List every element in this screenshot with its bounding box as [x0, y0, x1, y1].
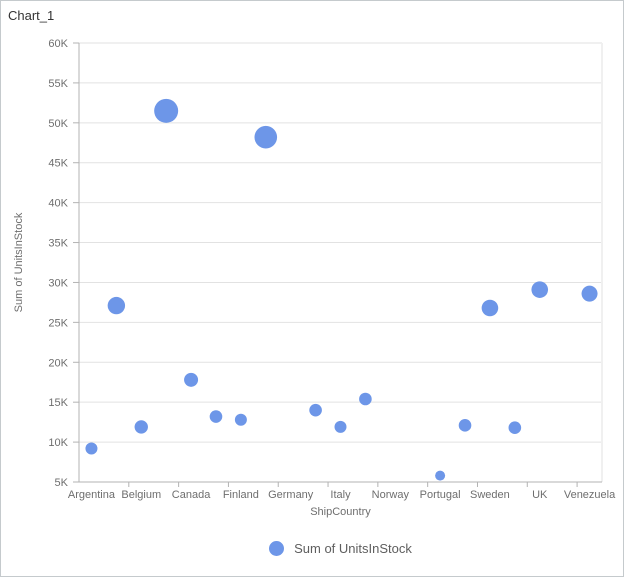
bubble-point[interactable]	[184, 372, 199, 387]
bubble-point[interactable]	[435, 470, 446, 481]
bubble-point[interactable]	[508, 421, 522, 435]
y-tick-label: 15K	[48, 397, 68, 409]
bubble-point[interactable]	[134, 420, 148, 434]
bubble-point[interactable]	[309, 403, 322, 417]
y-tick-label: 10K	[48, 437, 68, 449]
bubble-point[interactable]	[581, 285, 598, 302]
bubble-point[interactable]	[531, 281, 549, 298]
y-axis-title: Sum of UnitsInStock	[13, 212, 25, 312]
x-category-label: Canada	[172, 489, 211, 501]
legend: Sum of UnitsInStock	[79, 538, 602, 558]
x-category-label: Venezuela	[564, 489, 616, 501]
bubble-point[interactable]	[209, 410, 223, 423]
bubble-point[interactable]	[107, 296, 126, 315]
x-category-label: Norway	[372, 489, 410, 501]
bubble-point[interactable]	[458, 419, 472, 432]
x-category-label: Sweden	[470, 489, 510, 501]
x-category-label: Germany	[268, 489, 314, 501]
y-tick-label: 50K	[48, 118, 68, 130]
y-tick-label: 5K	[55, 477, 69, 489]
x-axis-title: ShipCountry	[310, 506, 371, 518]
y-tick-label: 55K	[48, 78, 68, 90]
legend-label: Sum of UnitsInStock	[294, 540, 412, 556]
bubble-point[interactable]	[359, 392, 372, 406]
bubble-point[interactable]	[481, 299, 499, 317]
y-tick-label: 20K	[48, 357, 68, 369]
y-tick-label: 30K	[48, 277, 68, 289]
bubble-point[interactable]	[85, 442, 98, 455]
x-category-label: Finland	[223, 489, 259, 501]
x-category-label: Italy	[330, 489, 351, 501]
legend-bubble-icon	[269, 540, 285, 556]
x-category-label: UK	[532, 489, 548, 501]
legend-item[interactable]: Sum of UnitsInStock	[269, 540, 412, 556]
chart-title: Chart_1	[8, 8, 55, 23]
y-tick-label: 35K	[48, 238, 68, 250]
y-tick-label: 25K	[48, 317, 68, 329]
x-category-label: Argentina	[68, 489, 116, 501]
y-tick-label: 40K	[48, 198, 68, 210]
y-tick-label: 45K	[48, 158, 68, 170]
x-category-label: Portugal	[420, 489, 461, 501]
x-category-label: Belgium	[121, 489, 161, 501]
bubble-point[interactable]	[154, 98, 179, 123]
bubble-point[interactable]	[254, 125, 278, 149]
bubble-point[interactable]	[234, 413, 247, 426]
y-tick-label: 60K	[48, 38, 68, 50]
bubble-point[interactable]	[334, 420, 347, 433]
